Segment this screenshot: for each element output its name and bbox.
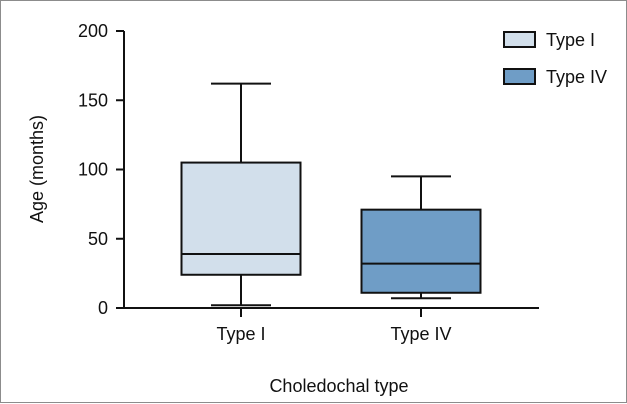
y-tick-label: 0: [98, 298, 108, 318]
boxes: [180, 82, 482, 307]
y-tick-label: 200: [78, 21, 108, 41]
legend: Type I Type IV: [503, 30, 607, 87]
legend-swatch: [503, 68, 536, 85]
y-tick-label: 150: [78, 90, 108, 110]
x-axis-title: Choledochal type: [269, 376, 408, 396]
x-tick-label: Type IV: [390, 324, 451, 344]
y-tick-label: 50: [88, 229, 108, 249]
box-1: [180, 82, 302, 307]
legend-swatch: [503, 31, 536, 48]
interquartile-box: [180, 161, 302, 276]
legend-label: Type I: [546, 30, 595, 50]
x-axis: Type I Type IV: [124, 307, 539, 344]
legend-label: Type IV: [546, 67, 607, 87]
y-tick-label: 100: [78, 160, 108, 180]
y-axis: 0 50 100 150 200: [78, 21, 125, 318]
interquartile-box: [360, 208, 482, 294]
x-tick-label: Type I: [216, 324, 265, 344]
box-2: [360, 175, 482, 300]
legend-item-2: Type IV: [503, 67, 607, 87]
legend-item-1: Type I: [503, 30, 595, 50]
y-axis-title: Age (months): [27, 115, 47, 223]
